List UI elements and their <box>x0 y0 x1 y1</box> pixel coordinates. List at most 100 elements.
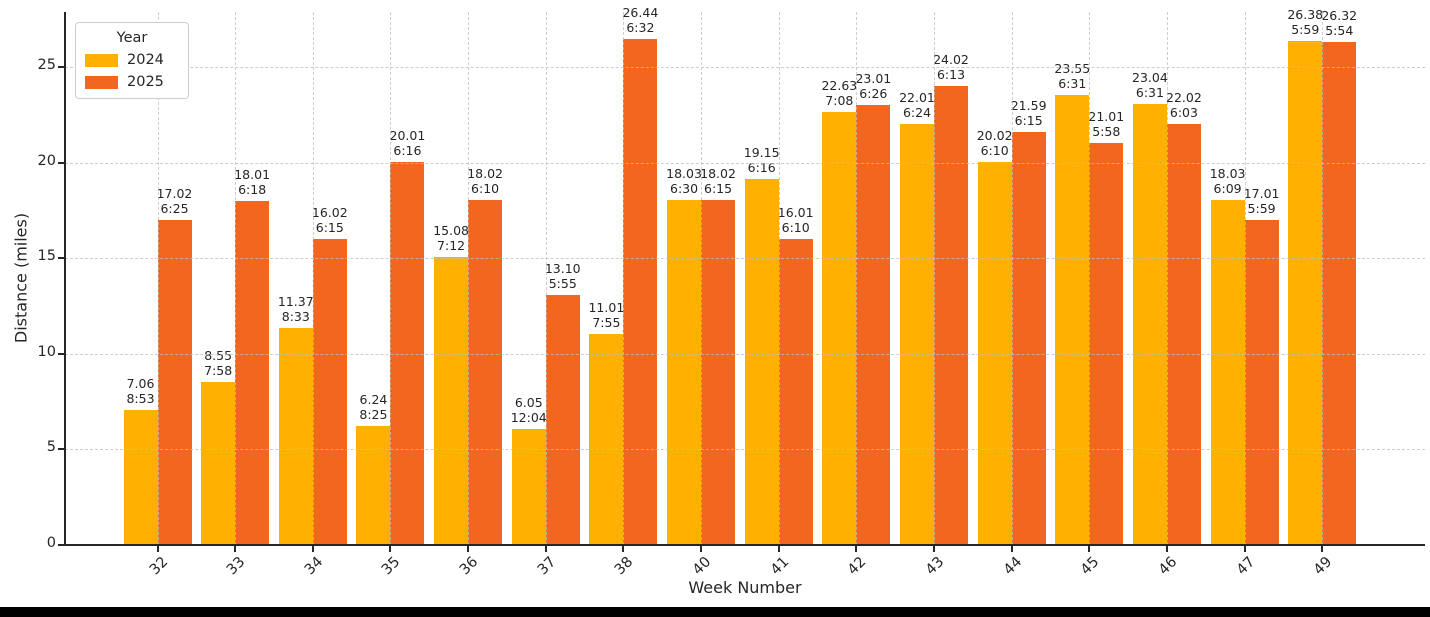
bar-pace-value: 8:33 <box>281 309 310 324</box>
bar-2024-week-36 <box>434 257 469 545</box>
legend-label-2024: 2024 <box>127 52 164 68</box>
bar-value-label-2024-week-35: 6.24 8:25 <box>331 392 415 422</box>
y-tick-25 <box>58 66 64 68</box>
bar-pace-value: 7:55 <box>592 315 621 330</box>
y-tick-0 <box>58 544 64 546</box>
x-tick-week-47 <box>1243 546 1246 552</box>
legend-swatch-2025 <box>85 75 118 89</box>
bar-pace-value: 5:55 <box>548 276 577 291</box>
bar-pace-value: 8:25 <box>359 407 388 422</box>
bar-value-label-2024-week-37: 6.05 12:04 <box>487 395 571 425</box>
bar-distance-value: 20.02 <box>976 128 1013 143</box>
bar-value-label-2025-week-40: 18.02 6:15 <box>676 166 760 196</box>
y-axis-spine <box>64 12 66 546</box>
bar-value-label-2025-week-47: 17.01 5:59 <box>1220 186 1304 216</box>
legend-title: Year <box>116 30 148 46</box>
x-tick-week-43 <box>933 546 935 552</box>
y-tick-label-10: 10 <box>37 343 56 360</box>
bar-2025-week-34 <box>312 239 347 545</box>
y-axis-title: Distance (miles) <box>11 212 31 344</box>
bar-distance-value: 18.03 <box>666 166 702 181</box>
bar-value-label-2024-week-36: 15.08 7:12 <box>409 223 493 253</box>
bar-2024-week-49 <box>1288 41 1323 545</box>
bar-value-label-2025-week-34: 16.02 6:15 <box>288 205 372 235</box>
bar-2025-week-40 <box>701 200 736 545</box>
bar-distance-value: 11.01 <box>588 300 625 315</box>
x-axis-spine <box>64 544 1425 546</box>
bar-pace-value: 6:16 <box>393 143 422 158</box>
bar-pace-value: 6:15 <box>315 220 344 235</box>
bar-pace-value: 5:59 <box>1247 201 1276 216</box>
bar-2024-week-45 <box>1055 95 1090 545</box>
bar-pace-value: 12:04 <box>510 410 547 425</box>
bar-2024-week-38 <box>589 334 624 545</box>
bar-value-label-2025-week-44: 21.59 6:15 <box>987 98 1071 128</box>
bar-pace-value: 6:31 <box>1135 85 1164 100</box>
bar-value-label-2025-week-43: 24.02 6:13 <box>909 52 993 82</box>
bar-distance-value: 11.37 <box>277 294 314 309</box>
bar-pace-value: 5:58 <box>1092 124 1121 139</box>
bar-value-label-2025-week-41: 16.01 6:10 <box>754 205 838 235</box>
x-tick-week-44 <box>1010 546 1013 552</box>
bar-2024-week-34 <box>278 328 313 545</box>
legend-items: 2024 2025 <box>85 52 179 90</box>
bar-value-label-2025-week-42: 23.01 6:26 <box>831 71 915 101</box>
legend-item-2024: 2024 <box>85 52 179 68</box>
bar-2024-week-47 <box>1210 200 1245 545</box>
bar-2025-week-46 <box>1166 124 1201 545</box>
bar-pace-value: 6:10 <box>980 143 1009 158</box>
bar-pace-value: 6:31 <box>1058 76 1087 91</box>
bar-pace-value: 8:53 <box>126 391 155 406</box>
plot-area: 7.06 8:53 17.02 6:25 8.55 7:58 18.01 6:18 11.37 8… <box>65 0 1425 617</box>
bar-distance-value: 18.02 <box>467 166 503 181</box>
x-tick-week-35 <box>389 546 392 552</box>
bar-2025-week-37 <box>545 295 580 545</box>
x-tick-week-32 <box>156 546 159 552</box>
bar-value-label-2025-week-37: 13.10 5:55 <box>521 261 605 291</box>
bar-distance-value: 7.06 <box>126 376 155 391</box>
bar-pace-value: 6:03 <box>1169 105 1198 120</box>
y-tick-label-20: 20 <box>37 152 56 169</box>
x-tick-week-45 <box>1088 546 1091 552</box>
bar-distance-value: 22.01 <box>899 90 935 105</box>
bar-distance-value: 18.01 <box>234 167 271 182</box>
bar-distance-value: 22.63 <box>821 78 858 93</box>
bar-pace-value: 6:15 <box>704 181 733 196</box>
bar-2025-week-45 <box>1089 143 1124 545</box>
bar-distance-value: 18.03 <box>1209 166 1246 181</box>
bar-2024-week-40 <box>667 200 702 545</box>
horizontal-gridline-25 <box>65 67 1425 68</box>
bar-distance-value: 16.02 <box>311 205 348 220</box>
bar-pace-value: 7:08 <box>825 93 854 108</box>
bar-distance-value: 22.02 <box>1166 90 1202 105</box>
bar-value-label-2024-week-34: 11.37 8:33 <box>254 294 338 324</box>
x-tick-week-38 <box>622 546 625 552</box>
bar-pace-value: 6:25 <box>160 201 189 216</box>
bar-distance-value: 19.15 <box>743 145 780 160</box>
y-tick-20 <box>58 161 64 164</box>
bar-distance-value: 13.10 <box>544 261 581 276</box>
bar-2025-week-38 <box>623 39 658 545</box>
bar-2025-week-41 <box>778 239 813 545</box>
bar-value-label-2024-week-43: 22.01 6:24 <box>875 90 959 120</box>
bar-distance-value: 6.24 <box>359 392 388 407</box>
bar-value-label-2024-week-47: 18.03 6:09 <box>1186 166 1270 196</box>
x-tick-week-42 <box>855 546 858 552</box>
bar-distance-value: 8.55 <box>204 348 233 363</box>
legend-label-2025: 2025 <box>127 74 164 90</box>
x-tick-week-36 <box>467 546 470 552</box>
bar-value-label-2024-week-40: 18.03 6:30 <box>642 166 726 196</box>
bar-distance-value: 26.38 <box>1287 7 1324 22</box>
bar-pace-value: 7:12 <box>437 238 466 253</box>
y-tick-15 <box>58 257 64 260</box>
bar-pace-value: 5:59 <box>1291 22 1320 37</box>
bar-pace-value: 5:54 <box>1325 23 1354 38</box>
bar-value-label-2025-week-49: 26.32 5:54 <box>1297 8 1381 38</box>
bar-pace-value: 6:13 <box>936 67 966 82</box>
bar-pace-value: 6:16 <box>747 160 776 175</box>
bar-pace-value: 6:09 <box>1213 181 1242 196</box>
y-tick-label-25: 25 <box>37 57 56 73</box>
bar-pace-value: 6:30 <box>670 181 699 196</box>
bar-2025-week-33 <box>235 201 270 545</box>
